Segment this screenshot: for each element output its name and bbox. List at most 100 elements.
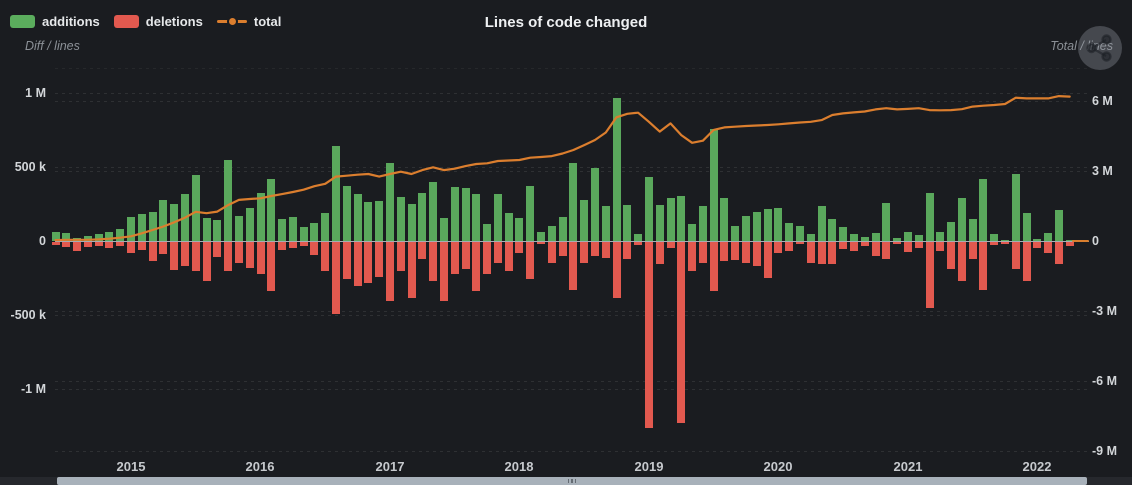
deletions-bar [472, 242, 481, 291]
deletions-bar [785, 242, 794, 251]
deletions-bar [644, 242, 653, 428]
additions-bar [213, 220, 222, 241]
deletions-bar [623, 242, 632, 260]
additions-bar [688, 224, 697, 241]
deletions-bar [731, 242, 740, 261]
additions-bar [1033, 239, 1042, 241]
additions-bar [267, 179, 276, 241]
deletions-bar [612, 242, 621, 298]
x-axis-year-label: 2020 [763, 459, 793, 474]
deletions-bar [828, 242, 837, 264]
additions-bar [903, 231, 912, 241]
additions-bar [677, 196, 686, 241]
additions-bar [148, 211, 157, 241]
additions-bar [418, 193, 427, 241]
legend-item-additions[interactable]: additions [10, 14, 100, 29]
deletions-bar [137, 242, 146, 250]
deletions-bar [990, 242, 999, 245]
additions-bar [936, 231, 945, 241]
right-axis-tick: 3 M [1092, 164, 1113, 178]
deletions-bar [159, 242, 168, 255]
additions-bar [839, 226, 848, 241]
additions-bar [601, 206, 610, 241]
additions-bar [137, 214, 146, 241]
deletions-bar [386, 242, 394, 302]
deletions-bar [537, 242, 545, 245]
deletions-bar [849, 242, 858, 251]
additions-bar [655, 205, 664, 241]
deletions-bar [979, 242, 988, 291]
additions-bar [547, 225, 556, 241]
additions-bar [569, 162, 578, 241]
deletions-bar [903, 242, 912, 253]
additions-bar [51, 232, 60, 241]
deletions-bar [774, 242, 783, 253]
deletions-bar [288, 242, 297, 248]
additions-bar [450, 186, 459, 241]
deletions-bar [73, 242, 82, 252]
additions-bar [968, 219, 977, 241]
x-axis-year-label: 2018 [504, 459, 534, 474]
additions-bar [731, 226, 740, 241]
additions-bar [94, 233, 103, 241]
deletions-bar [752, 242, 761, 266]
additions-bar [634, 234, 643, 241]
grid-line [55, 451, 1089, 452]
additions-bar [914, 234, 923, 241]
additions-bar [191, 175, 200, 241]
x-axis-year-label: 2021 [893, 459, 923, 474]
grid-line [55, 101, 1089, 102]
additions-bar [170, 204, 179, 241]
additions-bar [375, 201, 384, 241]
deletions-bar [698, 242, 707, 263]
deletions-swatch-icon [113, 15, 139, 28]
legend-item-total[interactable]: total [216, 14, 282, 29]
additions-bar [515, 217, 524, 241]
deletions-bar [105, 242, 114, 248]
additions-bar [612, 97, 621, 241]
additions-bar [947, 221, 955, 241]
deletions-bar [407, 242, 416, 298]
deletions-bar [94, 242, 103, 246]
deletions-bar [278, 242, 287, 250]
grid-line [55, 315, 1089, 316]
x-axis-year-label: 2016 [245, 459, 275, 474]
deletions-bar [310, 242, 319, 256]
chart-menu-button[interactable] [1078, 26, 1122, 70]
deletions-bar [51, 242, 60, 246]
grid-line [55, 93, 1089, 94]
additions-bar [332, 145, 340, 241]
deletions-bar [634, 242, 643, 245]
data-zoom-grip-icon[interactable] [567, 479, 577, 483]
additions-bar [1022, 212, 1031, 241]
deletions-bar [1065, 242, 1074, 246]
additions-bar [742, 216, 750, 241]
additions-bar [1011, 174, 1020, 241]
additions-bar [429, 181, 438, 241]
deletions-bar [1022, 242, 1031, 281]
deletions-bar [493, 242, 502, 263]
additions-bar [472, 194, 481, 241]
additions-bar [116, 228, 125, 241]
deletions-bar [439, 242, 448, 302]
deletions-bar [148, 242, 157, 261]
deletions-bar [342, 242, 351, 279]
deletions-bar [957, 242, 966, 281]
legend-label-total: total [253, 14, 282, 29]
deletions-bar [191, 242, 200, 271]
deletions-bar [558, 242, 567, 257]
additions-bar [310, 223, 319, 241]
deletions-bar [83, 242, 92, 247]
left-axis-tick: -500 k [10, 308, 46, 322]
left-axis-tick: -1 M [21, 382, 46, 396]
additions-bar [483, 224, 492, 241]
zero-axis-line [55, 241, 1089, 242]
additions-bar [439, 218, 448, 241]
additions-bar [353, 194, 362, 241]
deletions-bar [677, 242, 686, 423]
legend-item-deletions[interactable]: deletions [113, 14, 203, 29]
additions-bar [62, 233, 71, 241]
x-axis-year-label: 2022 [1022, 459, 1052, 474]
additions-bar [234, 216, 243, 241]
additions-bar [256, 193, 265, 241]
